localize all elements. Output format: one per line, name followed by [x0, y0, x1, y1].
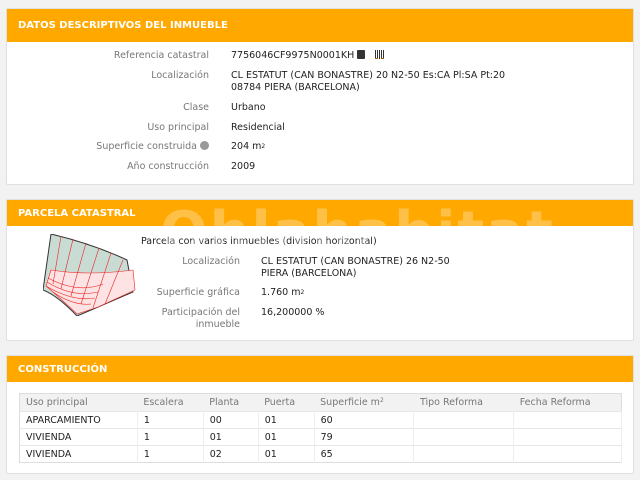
datos-panel: DATOS DESCRIPTIVOS DEL INMUEBLE Referenc… — [6, 8, 634, 185]
table-row: VIVIENDA 1 01 01 79 — [19, 428, 622, 446]
column-header: Uso principal — [19, 393, 138, 412]
referencia-value: 7756046CF9975N0001KH — [231, 50, 355, 61]
column-header: Superficie m2 — [314, 393, 414, 412]
label: Clase — [183, 102, 209, 113]
table-cell: VIVIENDA — [19, 445, 138, 463]
participacion-value: 16,200000 % — [261, 307, 325, 318]
table-cell: 65 — [314, 445, 415, 463]
table-row: VIVIENDA 1 02 01 65 — [19, 445, 622, 463]
uso-value: Residencial — [231, 122, 285, 133]
localizacion-line: CL ESTATUT (CAN BONASTRE) 26 N2-50 — [261, 256, 450, 267]
table-cell: VIVIENDA — [19, 428, 138, 446]
table-cell — [413, 445, 515, 463]
localizacion-line: 08784 PIERA (BARCELONA) — [231, 82, 360, 93]
table-row: APARCAMIENTO 1 00 01 60 — [19, 411, 622, 429]
header-label: Puerta — [264, 397, 296, 408]
localizacion-line: CL ESTATUT (CAN BONASTRE) 20 N2-50 Es:CA… — [231, 70, 506, 81]
header-label: Planta — [209, 397, 240, 408]
barcode-icon[interactable] — [375, 50, 385, 59]
table-cell: 00 — [203, 411, 259, 429]
table-cell — [413, 428, 515, 446]
table-cell: 01 — [203, 428, 259, 446]
clase-value: Urbano — [231, 102, 266, 113]
header-label: Escalera — [143, 397, 184, 408]
table-cell: 02 — [203, 445, 259, 463]
label: Referencia catastral — [113, 50, 209, 61]
column-header: Tipo Reforma — [413, 393, 514, 412]
superscript: 2 — [379, 397, 384, 404]
parcela-panel: PARCELA CATASTRAL Parcela con varios inm… — [6, 199, 634, 341]
table-cell — [513, 428, 622, 446]
column-header: Puerta — [258, 393, 315, 412]
table-cell: 01 — [258, 411, 315, 429]
label: Localización — [151, 70, 209, 81]
construccion-table: Uso principal Escalera Planta Puerta Superfi… — [19, 393, 622, 463]
header-label: Fecha Reforma — [519, 397, 591, 408]
column-header: Planta — [203, 393, 259, 412]
table-cell: 1 — [137, 428, 204, 446]
column-header: Fecha Reforma — [513, 393, 622, 412]
parcela-header: PARCELA CATASTRAL — [7, 200, 633, 226]
anio-value: 2009 — [231, 161, 256, 172]
table-cell: 60 — [314, 411, 415, 429]
superficie-value: 204 m — [231, 141, 262, 152]
table-cell — [413, 411, 515, 429]
superscript: 2 — [261, 143, 266, 150]
parcel-map[interactable] — [43, 234, 139, 316]
label: Localización — [182, 256, 240, 267]
superficie-grafica-value: 1.760 m — [261, 287, 301, 298]
label: Superficie construida — [96, 141, 197, 152]
label: Año construcción — [127, 161, 209, 172]
table-cell — [513, 445, 622, 463]
table-cell: 01 — [258, 445, 315, 463]
table-cell: 1 — [137, 445, 204, 463]
construccion-header: CONSTRUCCIÓN — [7, 356, 633, 382]
info-icon[interactable] — [200, 141, 209, 150]
column-header: Escalera — [137, 393, 204, 412]
header-label: Tipo Reforma — [419, 397, 483, 408]
header-label: Superficie m — [320, 397, 380, 408]
superscript: 2 — [300, 289, 305, 296]
header-label: Uso principal — [26, 397, 88, 408]
datos-header: DATOS DESCRIPTIVOS DEL INMUEBLE — [7, 9, 633, 42]
construccion-panel: CONSTRUCCIÓN Uso principal Escalera Planta… — [6, 355, 634, 474]
copy-icon[interactable] — [357, 50, 366, 59]
label: Superficie gráfica — [156, 287, 240, 298]
table-cell: 01 — [258, 428, 315, 446]
table-cell: 1 — [137, 411, 204, 429]
parcela-description: Parcela con varios inmuebles (division h… — [141, 236, 377, 247]
localizacion-line: PIERA (BARCELONA) — [261, 268, 357, 279]
table-cell: 79 — [314, 428, 415, 446]
label: inmueble — [195, 319, 240, 330]
label: Uso principal — [147, 122, 209, 133]
table-cell: APARCAMIENTO — [19, 411, 138, 429]
table-cell — [513, 411, 622, 429]
label: Participación del — [161, 307, 240, 318]
